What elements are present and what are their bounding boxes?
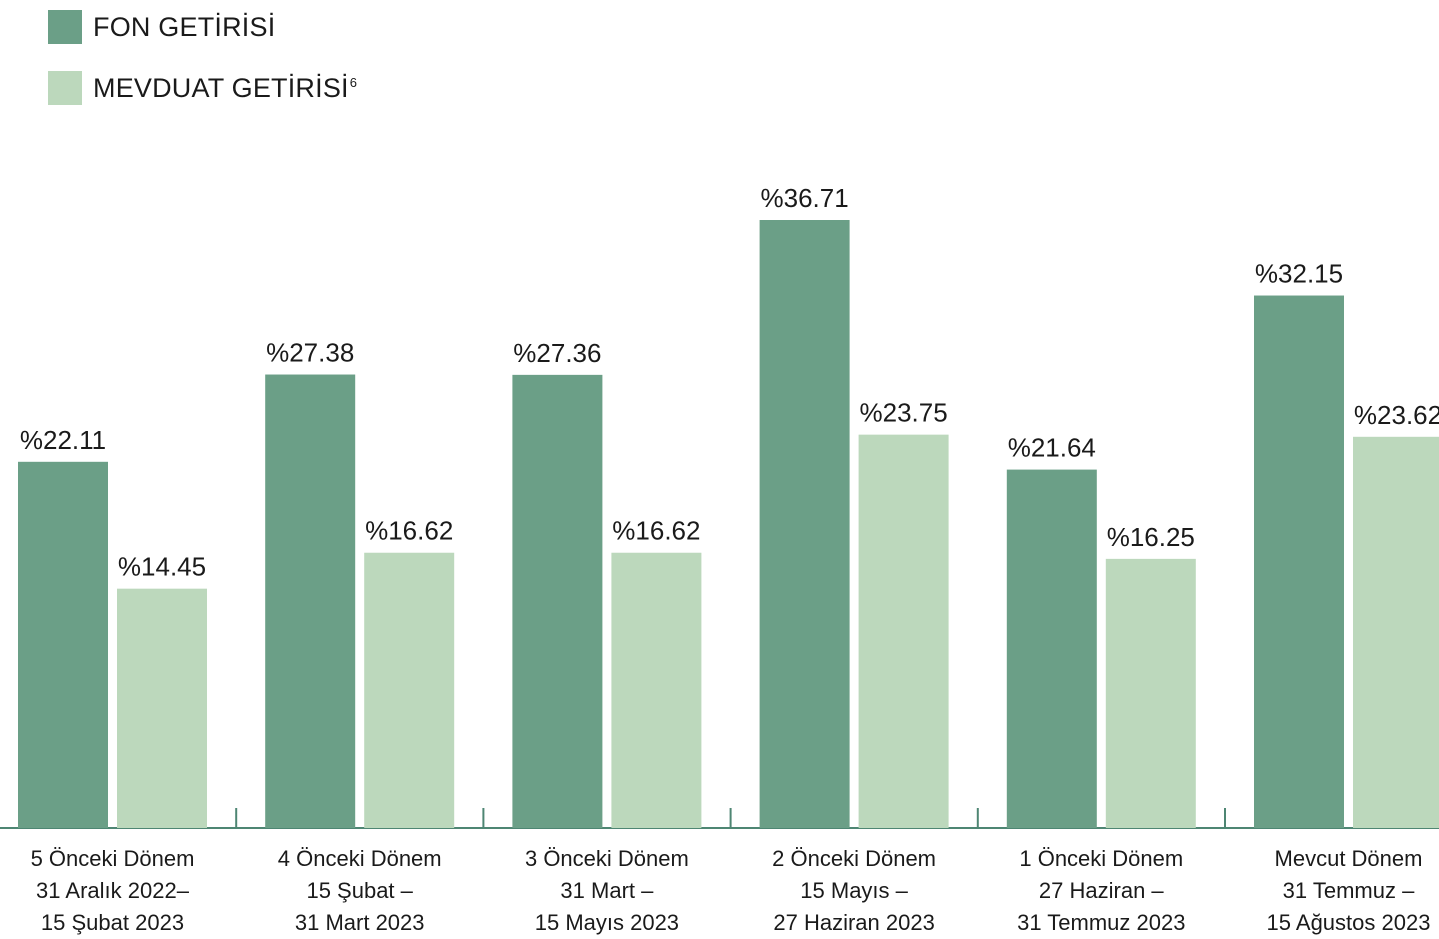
data-label-fon: %27.38 — [266, 338, 354, 368]
category-label: 27 Haziran 2023 — [773, 910, 934, 935]
legend-swatch-mevduat — [48, 71, 82, 105]
bar-fon-getirisi — [759, 220, 850, 828]
legend-item-mevduat: MEVDUAT GETİRİSİ6 — [48, 71, 357, 105]
bar-mevduat-getirisi — [1353, 436, 1439, 828]
category-label: 31 Temmuz 2023 — [1017, 910, 1185, 935]
data-label-fon: %22.11 — [20, 425, 106, 455]
category-label: 3 Önceki Dönem — [525, 846, 689, 871]
category-label: 2 Önceki Dönem — [772, 846, 936, 871]
category-label: 15 Ağustos 2023 — [1267, 910, 1431, 935]
category-label: 31 Mart 2023 — [295, 910, 425, 935]
data-label-mevduat: %14.45 — [118, 552, 206, 582]
category-label: 15 Şubat 2023 — [41, 910, 184, 935]
category-label: 15 Mayıs 2023 — [535, 910, 679, 935]
category-label: Mevcut Dönem — [1275, 846, 1423, 871]
legend-footnote-marker: 6 — [349, 74, 358, 90]
category-label: 31 Temmuz – — [1283, 878, 1415, 903]
category-label: 15 Şubat – — [306, 878, 413, 903]
category-label: 1 Önceki Dönem — [1019, 846, 1183, 871]
legend-label-fon: FON GETİRİSİ — [93, 11, 276, 42]
data-label-fon: %27.36 — [513, 338, 601, 368]
bar-fon-getirisi — [18, 461, 108, 828]
category-label: 31 Aralık 2022– — [36, 878, 190, 903]
category-label: 5 Önceki Dönem — [31, 846, 195, 871]
legend-swatch-fon — [48, 10, 82, 44]
bar-fon-getirisi — [265, 374, 356, 828]
legend-label-mevduat-text: MEVDUAT GETİRİSİ — [93, 72, 349, 103]
data-label-mevduat: %16.62 — [365, 516, 453, 546]
bar-fon-getirisi — [1006, 469, 1097, 828]
bar-mevduat-getirisi — [364, 552, 455, 828]
bar-fon-getirisi — [512, 374, 603, 828]
data-label-mevduat: %16.62 — [612, 516, 700, 546]
legend-item-fon: FON GETİRİSİ — [48, 10, 275, 44]
category-label: 15 Mayıs – — [800, 878, 908, 903]
category-label: 27 Haziran – — [1039, 878, 1165, 903]
legend-label-mevduat: MEVDUAT GETİRİSİ6 — [93, 73, 357, 104]
data-label-fon: %36.71 — [761, 183, 849, 213]
chart-legend: FON GETİRİSİ MEVDUAT GETİRİSİ6 — [0, 0, 600, 120]
bar-mevduat-getirisi — [1105, 558, 1196, 828]
category-label: 31 Mart – — [560, 878, 654, 903]
data-label-mevduat: %16.25 — [1107, 522, 1195, 552]
bar-fon-getirisi — [1254, 295, 1344, 829]
data-label-mevduat: %23.75 — [860, 398, 948, 428]
data-label-fon: %32.15 — [1255, 259, 1343, 289]
data-label-mevduat: %23.62 — [1354, 400, 1439, 430]
bar-mevduat-getirisi — [117, 588, 207, 828]
data-label-fon: %21.64 — [1008, 433, 1096, 463]
category-label: 4 Önceki Dönem — [278, 846, 442, 871]
bar-mevduat-getirisi — [858, 434, 949, 828]
bar-mevduat-getirisi — [611, 552, 702, 828]
